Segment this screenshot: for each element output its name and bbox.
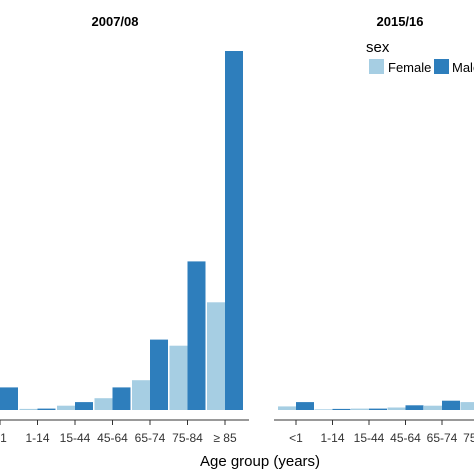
legend-swatch-female — [369, 59, 384, 74]
tick-label-panel1-0: <1 — [0, 431, 7, 445]
bar-male-panel1-5 — [187, 261, 206, 410]
bar-male-panel2-4 — [442, 400, 460, 410]
bar-male-panel2-1 — [332, 408, 351, 410]
bar-female-panel2-2 — [351, 408, 369, 410]
legend-swatch-male — [434, 59, 449, 74]
bar-male-panel1-2 — [75, 402, 93, 410]
legend-label-female: Female — [388, 60, 431, 75]
tick-label-panel1-5: 75-84 — [172, 431, 203, 445]
bar-female-panel2-4 — [424, 405, 442, 410]
bar-male-panel1-1 — [37, 408, 56, 410]
bar-male-panel1-6 — [225, 51, 243, 410]
bar-female-panel1-3 — [94, 398, 113, 410]
panel-title-2007-08: 2007/08 — [92, 14, 139, 29]
tick-label-panel2-5: 75-84 — [463, 431, 474, 445]
bar-female-panel2-5 — [460, 402, 474, 410]
tick-label-panel2-0: <1 — [289, 431, 303, 445]
bar-female-panel2-3 — [387, 407, 406, 410]
tick-label-panel2-3: 45-64 — [390, 431, 421, 445]
tick-label-panel1-4: 65-74 — [135, 431, 166, 445]
bar-male-panel2-3 — [405, 405, 424, 410]
tick-label-panel1-6: ≥ 85 — [213, 431, 237, 445]
bar-male-panel2-0 — [296, 402, 314, 410]
bar-female-panel2-1 — [314, 409, 333, 410]
bar-female-panel1-4 — [132, 380, 150, 410]
tick-label-panel2-4: 65-74 — [427, 431, 458, 445]
tick-label-panel1-3: 45-64 — [97, 431, 128, 445]
bar-female-panel2-0 — [278, 406, 296, 410]
legend: sex Female Male — [366, 39, 474, 75]
bar-male-panel1-4 — [150, 339, 168, 410]
bar-male-panel1-3 — [112, 387, 131, 410]
tick-label-panel2-2: 15-44 — [354, 431, 385, 445]
bar-female-panel1-2 — [57, 405, 75, 410]
bar-male-panel2-2 — [369, 408, 387, 410]
legend-title: sex — [366, 39, 390, 56]
legend-label-male: Male — [452, 60, 474, 75]
bar-female-panel1-6 — [207, 302, 225, 410]
panel-title-2015-16: 2015/16 — [377, 14, 424, 29]
bar-male-panel1-0 — [0, 387, 18, 410]
x-axis-title: Age group (years) — [200, 453, 320, 470]
tick-label-panel2-1: 1-14 — [320, 431, 344, 445]
tick-label-panel1-1: 1-14 — [25, 431, 49, 445]
bar-female-panel1-5 — [169, 345, 188, 410]
bar-female-panel1-1 — [19, 408, 38, 410]
tick-label-panel1-2: 15-44 — [60, 431, 91, 445]
